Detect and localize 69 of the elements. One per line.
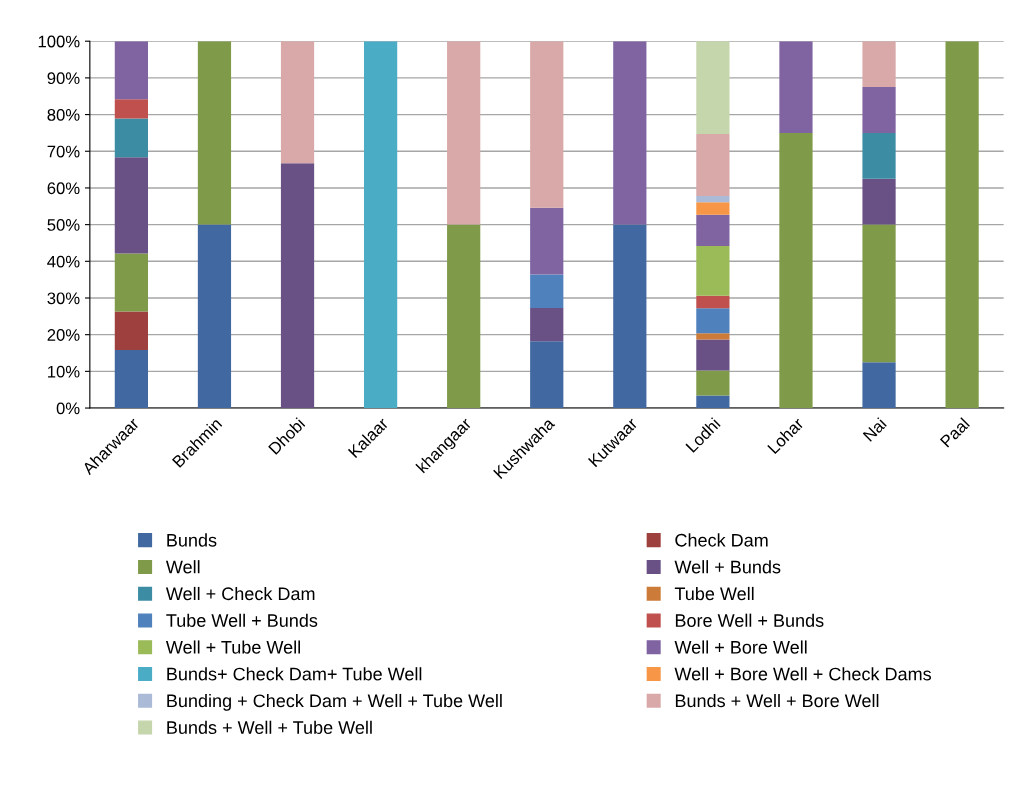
y-tick-label: 0% <box>56 402 80 415</box>
legend-label: Well + Tube Well <box>165 640 300 654</box>
bar <box>530 41 564 208</box>
bar <box>447 224 481 409</box>
y-tick-label: 100% <box>38 35 80 48</box>
y-tick-label: 80% <box>47 108 80 121</box>
bar <box>613 41 647 225</box>
y-tick-label: 70% <box>47 145 80 158</box>
bar <box>114 118 148 158</box>
bar <box>114 99 148 119</box>
bar <box>862 132 896 179</box>
bar <box>696 202 730 215</box>
legend-label: Bunding + Check Dam + Well + Tube Well <box>167 693 502 711</box>
bar <box>696 295 730 309</box>
bar <box>530 207 564 275</box>
bar <box>114 41 148 100</box>
bar <box>363 41 398 409</box>
y-tick-label: 90% <box>47 72 80 85</box>
bar <box>280 163 315 409</box>
legend-label: Well + Bore Well <box>674 640 807 654</box>
bar <box>197 41 232 225</box>
legend-label: Well <box>165 560 200 574</box>
y-tick-label: 20% <box>47 329 80 341</box>
legend-label: Bunds + Well + Tube Well <box>167 720 372 734</box>
legend-label: Check Dam <box>675 533 768 547</box>
legend-label: Bore Well + Bunds <box>675 613 824 627</box>
bar <box>114 350 148 409</box>
bar <box>530 341 564 409</box>
bar <box>862 362 896 409</box>
legend-label: Bunds <box>167 533 217 547</box>
legend-label: Well + Bunds <box>674 560 781 574</box>
bar <box>696 214 730 246</box>
bar <box>696 333 730 340</box>
y-tick-label: 10% <box>48 365 80 378</box>
bar <box>779 132 813 409</box>
bar <box>696 339 730 371</box>
bar <box>530 274 564 308</box>
bar <box>613 224 647 409</box>
bar <box>779 41 813 133</box>
y-tick-label: 60% <box>47 182 80 195</box>
bar <box>696 196 730 203</box>
legend-label: Well + Bore Well + Check Dams <box>674 667 932 681</box>
bar <box>696 41 730 135</box>
bar <box>696 370 730 396</box>
legend-label: Tube Well <box>674 586 754 601</box>
bar <box>114 253 148 312</box>
y-tick-label: 50% <box>47 219 80 231</box>
bar <box>862 224 896 363</box>
bar <box>197 224 232 409</box>
bar <box>447 41 481 225</box>
y-tick-label: 40% <box>47 255 80 268</box>
legend-label: Well + Check Dam <box>165 586 315 601</box>
bar <box>696 395 730 409</box>
bar <box>862 87 896 133</box>
bar <box>862 178 896 225</box>
bar <box>696 134 730 197</box>
legend-label: Tube Well + Bunds <box>166 613 318 627</box>
x-tick-label: Nai <box>862 417 887 442</box>
bar <box>696 308 730 334</box>
legend-label: Bunds+ Check Dam+ Tube Well <box>167 667 422 681</box>
bar <box>945 41 979 409</box>
y-tick-label: 30% <box>47 292 80 305</box>
bar <box>114 157 148 254</box>
bar <box>696 245 730 296</box>
bar <box>530 307 564 342</box>
bar <box>280 41 315 164</box>
legend-label: Bunds + Well + Bore Well <box>675 693 879 708</box>
bar <box>862 41 896 88</box>
bar <box>114 311 148 351</box>
